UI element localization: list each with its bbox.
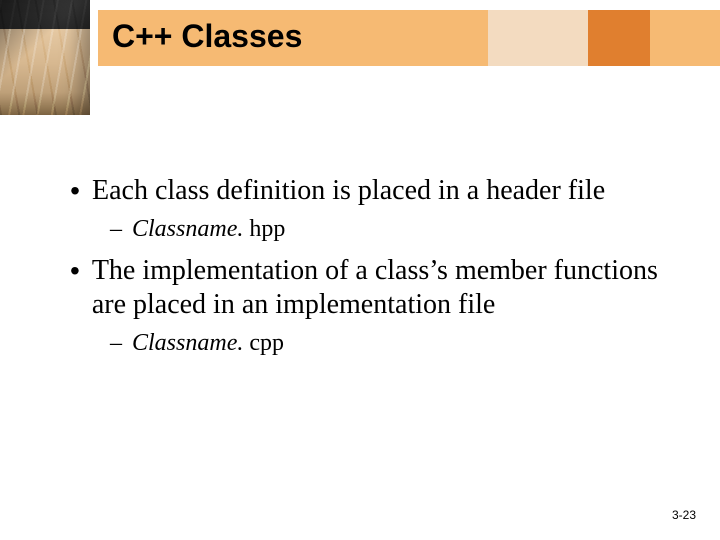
slide-body: • Each class definition is placed in a he…: [70, 170, 660, 368]
bullet-level-1: • The implementation of a class’s member …: [70, 254, 660, 322]
header-band-segment: [650, 10, 720, 66]
bullet-text: Classname. hpp: [132, 214, 285, 244]
bullet-text: The implementation of a class’s member f…: [92, 254, 660, 322]
bullet-level-1: • Each class definition is placed in a he…: [70, 174, 660, 208]
bullet-text-suffix: cpp: [243, 330, 284, 356]
slide: C++ Classes • Each class definition is pl…: [0, 0, 720, 540]
bullet-text-italic: Classname.: [132, 216, 243, 242]
bullet-text: Classname. cpp: [132, 328, 284, 358]
header-photo-texture: [0, 0, 90, 115]
bullet-dash-icon: –: [110, 328, 122, 358]
header-band-segment: [90, 10, 98, 66]
bullet-text-italic: Classname.: [132, 330, 243, 356]
bullet-dash-icon: –: [110, 214, 122, 244]
bullet-dot-icon: •: [70, 254, 80, 288]
header-band-segment: [488, 10, 588, 66]
bullet-text-suffix: hpp: [243, 216, 285, 242]
bullet-level-2: –Classname. cpp: [110, 328, 660, 358]
bullet-level-2: –Classname. hpp: [110, 214, 660, 244]
bullet-dot-icon: •: [70, 174, 80, 208]
page-number: 3-23: [672, 508, 696, 522]
bullet-text: Each class definition is placed in a hea…: [92, 174, 605, 208]
header-band-segment: [588, 10, 650, 66]
header-photo: [0, 0, 90, 115]
slide-title: C++ Classes: [112, 18, 302, 55]
header-band: [0, 10, 720, 66]
